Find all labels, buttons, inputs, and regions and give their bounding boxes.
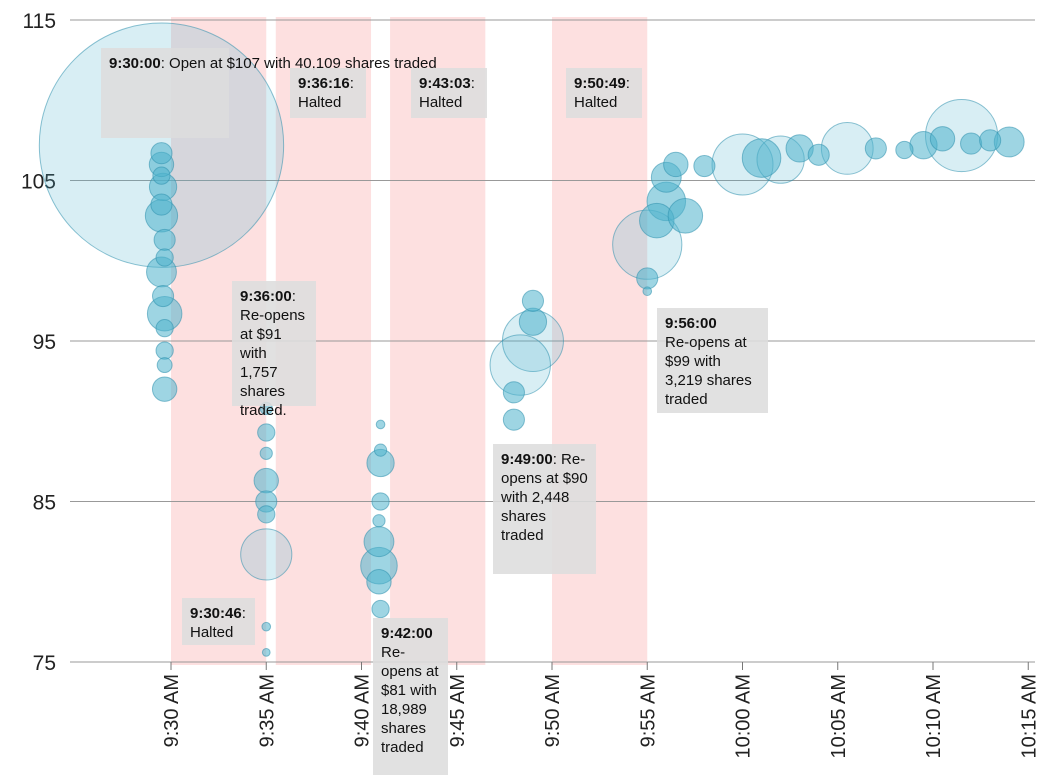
trade-bubble: [259, 446, 273, 460]
y-tick-label: 75: [33, 652, 56, 675]
x-axis-ticks: 9:30 AM 9:35 AM 9:40 AM 9:45 AM 9:50 AM 9:55 …: [161, 662, 1039, 759]
trade-bubble: [372, 514, 386, 528]
trade-bubbles: [38, 22, 1025, 657]
x-tick-label: 9:50 AM: [542, 674, 564, 747]
trade-bubble: [502, 408, 525, 431]
trade-bubble: [979, 129, 1002, 152]
annotation-halt-1: 9:30:46: Halted: [182, 598, 255, 645]
trade-bubble: [373, 443, 388, 457]
annotation-reopen-2: 9:42:00 Re-opens at $81 with 18,989 share…: [373, 618, 448, 775]
trade-bubble: [960, 132, 983, 155]
trade-bubble: [150, 193, 173, 216]
trade-bubble: [741, 138, 782, 178]
annotation-reopen-4: 9:56:00 Re-opens at $99 with 3,219 shares…: [657, 308, 768, 413]
trade-bubble: [642, 286, 653, 297]
trade-bubble: [929, 126, 956, 152]
trade-bubble: [375, 419, 386, 430]
annotation-halt-3: 9:43:03: Halted: [411, 68, 487, 118]
trade-bubble: [864, 137, 887, 160]
trade-bubble: [151, 376, 178, 402]
y-tick-label: 85: [33, 492, 56, 515]
trade-bubble: [371, 599, 390, 619]
trade-bubble: [895, 140, 914, 160]
annotation-reopen-3: 9:49:00: Re-opens at $90 with 2,448 shar…: [493, 444, 596, 574]
trade-bubble: [155, 319, 174, 338]
trade-bubble: [257, 505, 276, 524]
annotation-reopen-1: 9:36:00: Re-opens at $91 with 1,757 shar…: [232, 281, 316, 419]
x-tick-label: 9:40 AM: [352, 674, 374, 747]
trade-bubble: [261, 621, 272, 632]
trade-bubble: [240, 528, 293, 581]
trade-bubble: [807, 143, 830, 166]
x-tick-label: 10:10 AM: [923, 674, 945, 759]
trade-bubble: [253, 467, 279, 494]
trade-bubble: [502, 381, 525, 404]
y-tick-label: 95: [33, 331, 56, 354]
trade-bubble: [518, 307, 548, 336]
x-tick-label: 10:00 AM: [733, 674, 755, 759]
trade-bubble: [363, 526, 395, 558]
x-tick-label: 9:55 AM: [637, 674, 659, 747]
trade-bubble: [663, 151, 689, 178]
x-tick-label: 10:05 AM: [828, 674, 850, 759]
trade-bubble: [667, 198, 704, 234]
x-tick-label: 9:30 AM: [161, 674, 183, 747]
x-tick-label: 9:45 AM: [447, 674, 469, 747]
trade-bubble: [366, 569, 392, 595]
y-tick-label: 115: [23, 10, 56, 33]
trade-bubble: [156, 357, 173, 374]
annotation-open: 9:30:00: Open at $107 with 40,109 shares…: [101, 48, 437, 138]
trade-bubble: [693, 154, 716, 178]
annotation-halt-4: 9:50:49: Halted: [566, 68, 642, 118]
trade-bubble: [152, 166, 171, 185]
trade-bubble: [155, 341, 174, 360]
x-tick-label: 10:15 AM: [1018, 674, 1039, 759]
trade-bubble: [636, 267, 659, 290]
annotation-halt-2: 9:36:16: Halted: [290, 68, 366, 118]
trade-bubble: [261, 648, 271, 657]
trade-bubble: [153, 228, 176, 251]
trade-bubble: [150, 142, 173, 165]
trade-bubble: [371, 492, 390, 511]
trade-bubble: [151, 284, 175, 308]
trade-bubble: [155, 248, 174, 267]
x-tick-label: 9:35 AM: [256, 674, 278, 747]
trade-bubble: [257, 423, 276, 442]
trade-bubble: [521, 289, 545, 312]
